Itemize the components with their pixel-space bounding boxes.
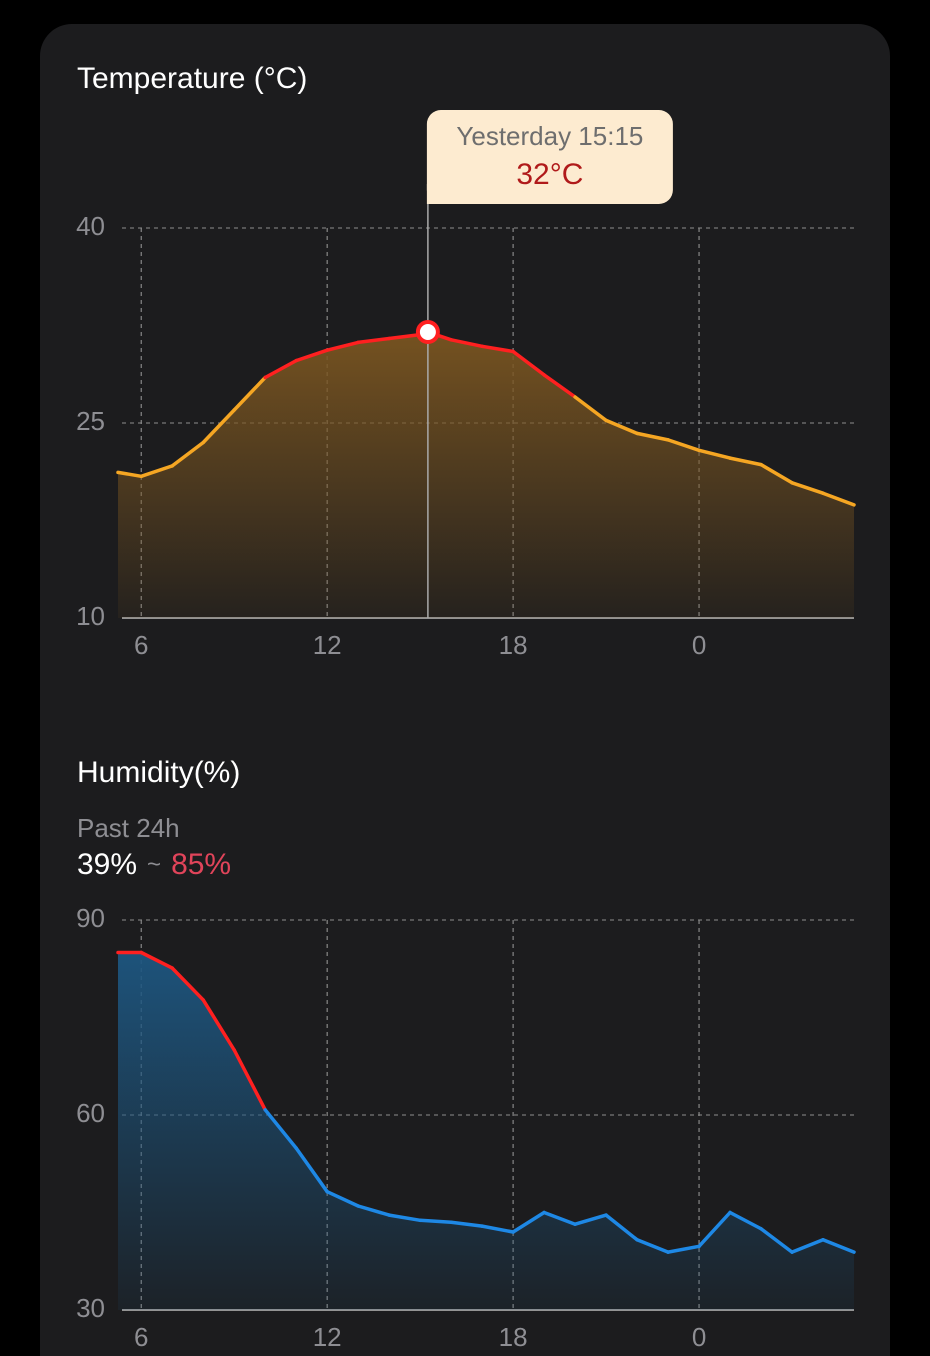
line-segment <box>728 456 763 467</box>
subtitle: Past 24h <box>77 813 180 843</box>
y-tick-label: 30 <box>76 1293 105 1323</box>
line-segment <box>511 349 546 377</box>
area <box>118 332 854 618</box>
x-tick-label: 6 <box>134 1322 148 1352</box>
line-segment <box>604 1213 639 1242</box>
line-segment <box>790 1238 825 1254</box>
x-tick-label: 0 <box>692 630 706 660</box>
card <box>40 24 890 1356</box>
tooltip <box>426 110 673 204</box>
line-segment <box>666 438 701 453</box>
y-tick-label: 25 <box>76 406 105 436</box>
line-segment <box>790 481 825 495</box>
tooltip-time: Yesterday 15:15 <box>456 121 643 151</box>
range-separator: ~ <box>147 851 161 878</box>
line-segment <box>449 338 484 349</box>
line-segment <box>387 332 422 341</box>
x-tick-label: 6 <box>134 630 148 660</box>
area <box>118 952 854 1310</box>
line-segment <box>821 1238 856 1254</box>
line-segment <box>511 1210 546 1234</box>
line-segment <box>573 395 608 423</box>
line-segment <box>325 1189 360 1208</box>
line-segment <box>294 348 329 363</box>
y-tick-label: 10 <box>76 601 105 631</box>
line-segment <box>263 358 298 380</box>
line-segment <box>294 1146 329 1194</box>
line-segment <box>697 448 732 460</box>
line-segment <box>697 1210 732 1249</box>
highlight-point <box>415 320 440 344</box>
line-segment <box>635 1238 670 1254</box>
line-segment <box>116 470 143 479</box>
y-tick-label: 40 <box>76 211 105 241</box>
chart-title: Temperature (°C) <box>77 62 307 95</box>
range-max: 85% <box>171 848 231 881</box>
line-segment <box>449 1220 484 1228</box>
line-segment <box>542 1210 577 1226</box>
line-segment <box>387 1213 422 1223</box>
line-segment <box>821 491 856 507</box>
line-segment <box>759 1227 794 1254</box>
chart-title: Humidity(%) <box>77 756 240 789</box>
x-tick-label: 0 <box>692 1322 706 1352</box>
x-tick-label: 12 <box>313 630 342 660</box>
line-segment <box>635 431 670 442</box>
x-tick-label: 18 <box>499 1322 528 1352</box>
y-tick-label: 90 <box>76 903 105 933</box>
line-segment <box>232 1048 267 1112</box>
y-tick-label: 60 <box>76 1098 105 1128</box>
line-segment <box>480 344 515 354</box>
x-tick-label: 18 <box>499 630 528 660</box>
line-segment <box>139 464 174 479</box>
line-segment <box>170 440 205 468</box>
line-segment <box>728 1210 763 1231</box>
range: 39% ~85% <box>77 848 231 881</box>
x-tick-label: 12 <box>313 1322 342 1352</box>
line-segment <box>170 966 205 1002</box>
line-segment <box>573 1213 608 1226</box>
line-segment <box>263 1108 298 1150</box>
line-segment <box>666 1244 701 1254</box>
range-min: 39% <box>77 848 137 881</box>
line-segment <box>356 336 391 345</box>
line-segment <box>542 373 577 399</box>
line-segment <box>139 950 174 970</box>
line-segment <box>604 418 639 436</box>
line-segment <box>201 408 236 445</box>
line-segment <box>325 340 360 352</box>
line-segment <box>232 375 267 412</box>
line-segment <box>418 1218 453 1224</box>
tooltip-value: 32°C <box>516 158 583 191</box>
line-segment <box>480 1224 515 1234</box>
line-segment <box>201 998 236 1052</box>
line-segment <box>759 462 794 485</box>
tooltip-corner <box>426 184 447 204</box>
line-segment <box>356 1204 391 1217</box>
